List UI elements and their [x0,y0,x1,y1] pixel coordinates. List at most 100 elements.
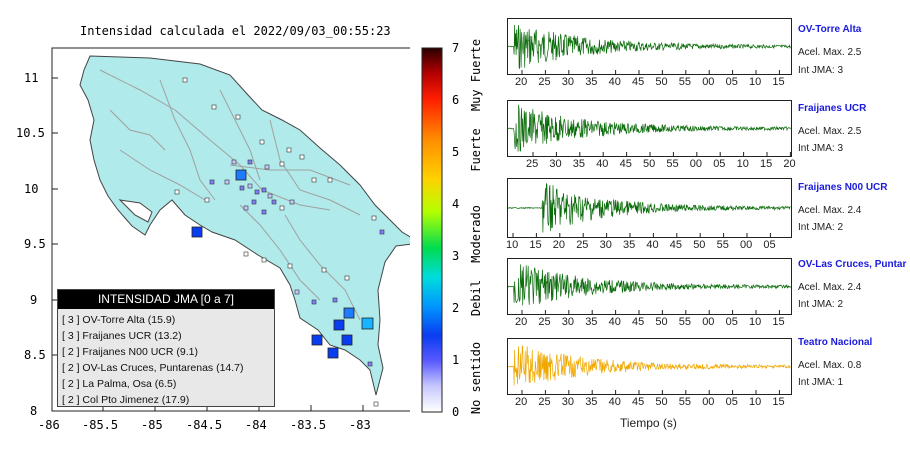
waveform-tick-label: 45 [619,158,632,170]
waveform-tick-label: 20 [783,158,796,170]
colorbar-tick: 4 [452,197,460,211]
station-accel: Acel. Max. 2.5 [798,47,862,58]
waveform-tick-label: 00 [740,239,753,251]
colorbar-label: Fuerte [469,128,483,172]
map-ytick: 11 [24,71,39,85]
waveform-tick-label: 45 [632,76,645,88]
waveform-tick-label: 05 [713,158,726,170]
station-accel: Acel. Max. 2.4 [798,205,862,216]
station-name[interactable]: OV-Las Cruces, Puntar [798,259,907,270]
station-jma: Int JMA: 2 [798,222,844,233]
waveform-tick-label: 35 [585,396,598,408]
waveform-plot [507,258,792,315]
map-xtick: -85.5 [82,418,119,432]
waveform-tick-label: 55 [678,316,692,328]
map-ytick: 8 [30,404,38,418]
waveform-tick-label: 10 [736,158,749,170]
waveform-tick-label: 55 [678,76,692,88]
map-ytick: 9 [30,293,38,307]
legend-row: [ 2 ] La Palma, Osa (6.5) [62,378,177,390]
waveform-tick-label: 35 [572,158,586,170]
map-xtick: -83 [349,418,371,432]
waveform-tick-label: 05 [725,316,738,328]
waveform-tick-label: 20 [515,316,528,328]
waveform-tick-label: 25 [576,239,589,251]
waveform-tick-label: 45 [632,316,645,328]
waveform-tick-label: 20 [515,76,528,88]
waveform-tick-label: 30 [599,239,612,251]
waveform-tick-label: 05 [763,239,776,251]
waveform-tick-label: 55 [716,239,729,251]
waveform-tick-label: 30 [549,158,562,170]
station-jma: Int JMA: 3 [798,65,844,76]
waveform-tick-label: 00 [702,76,715,88]
waveform-plot [507,100,792,157]
country-shape [79,55,410,396]
waveform-tick-label: 45 [669,239,683,251]
station-name[interactable]: Fraijanes N00 UCR [798,182,888,193]
map-ytick: 9.5 [24,237,46,251]
waveform-tick-label: 15 [772,316,785,328]
waveform-line [507,345,791,386]
waveform-tick-label: 15 [529,239,542,251]
waveform-tick-label: 20 [515,396,528,408]
waveform-line [507,183,791,233]
legend-title: INTENSIDAD JMA [0 a 7] [58,290,274,309]
station-jma: Int JMA: 2 [798,299,844,310]
intensity-colorbar [421,47,443,413]
map-ytick: 10 [24,182,39,196]
waveform-tick-label: 40 [596,158,609,170]
station-markers [174,77,385,407]
station-accel: Acel. Max. 2.5 [798,126,862,137]
waveform-tick-label: 00 [689,158,703,170]
waveform-tick-label: 25 [526,158,539,170]
waveform-tick-label: 10 [749,76,762,88]
legend-row: [ 2 ] OV-Las Cruces, Puntarenas (14.7) [62,362,244,374]
station-name[interactable]: Fraijanes UCR [798,103,867,114]
road-network [99,69,361,321]
colorbar-tick: 0 [452,405,460,419]
waveform-trace [507,183,791,237]
waveform-line [507,264,791,306]
waveform-tick-label: 20 [552,239,566,251]
waveform-tick-label: 10 [749,396,762,408]
colorbar-label: Moderado [469,205,483,263]
colorbar-tick: 1 [452,353,460,367]
waveform-tick-label: 15 [772,396,785,408]
waveform-tick-label: 15 [772,76,785,88]
map-ytick: 8.5 [24,348,46,362]
colorbar-label: No sentido [469,341,483,415]
waveform-tick-label: 55 [666,158,679,170]
waveform-tick-label: 40 [608,396,621,408]
waveform-tick-label: 30 [561,76,575,88]
waveform-tick-label: 30 [561,316,575,328]
station-name[interactable]: OV-Torre Alta [798,24,862,35]
map-title: Intensidad calculada el 2022/09/03_00:55… [80,24,391,38]
waveform-tick-label: 05 [725,76,738,88]
legend-row: [ 3 ] Fraijanes UCR (13.2) [62,330,182,342]
legend-row: [ 2 ] Fraijanes N00 UCR (9.1) [62,346,198,358]
waveform-tick-label: 40 [608,76,621,88]
waveform-tick-label: 50 [655,316,668,328]
waveform-tick-label: 25 [538,396,551,408]
waveform-line [507,104,791,152]
colorbar-tick: 5 [452,145,460,159]
waveform-tick-label: 05 [725,396,738,408]
station-accel: Acel. Max. 2.4 [798,282,862,293]
map-xtick: -85 [141,418,163,432]
waveform-tick-label: 30 [561,396,575,408]
station-accel: Acel. Max. 0.8 [798,360,862,371]
legend-row: [ 3 ] OV-Torre Alta (15.9) [62,314,176,326]
waveform-tick-label: 55 [678,396,692,408]
colorbar-label: Muy Fuerte [469,38,483,112]
colorbar-label: Debil [469,279,483,317]
waveform-tick-label: 50 [655,396,668,408]
colorbar-tick: 6 [452,93,460,107]
colorbar-tick: 3 [452,249,460,263]
waveform-tick-label: 50 [693,239,706,251]
time-axis-label: Tiempo (s) [620,416,677,430]
map-xtick: -84.5 [186,418,223,432]
waveform-trace [507,104,791,156]
waveform-tick-label: 35 [585,316,598,328]
station-name[interactable]: Teatro Nacional [798,337,873,348]
